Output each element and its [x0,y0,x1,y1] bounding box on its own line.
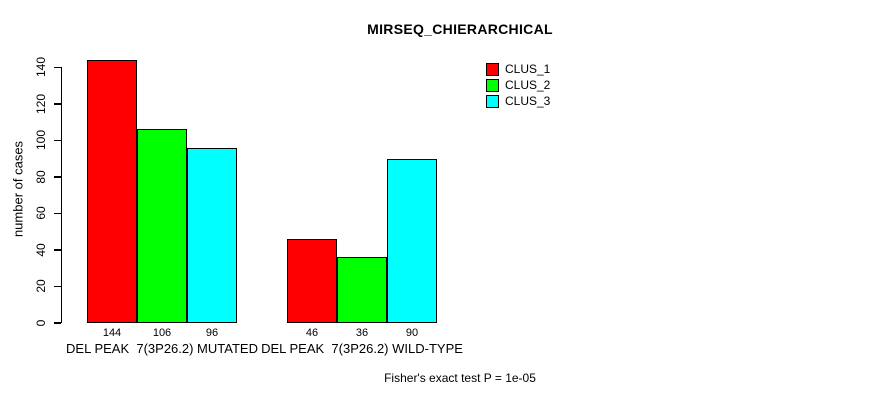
y-axis-tick-label: 40 [34,243,48,257]
y-axis-tick-label: 80 [34,170,48,184]
y-axis-tick-label: 100 [34,130,48,151]
footer-note: Fisher's exact test P = 1e-05 [384,371,536,385]
bar-clus_2 [137,129,187,323]
bar-clus_1 [287,239,337,323]
y-axis-tick-label: 60 [34,206,48,221]
legend-label: CLUS_2 [505,78,551,92]
x-category-label: DEL PEAK 7(3P26.2) MUTATED [66,341,258,356]
legend-item: CLUS_2 [486,77,550,93]
legend: CLUS_1 CLUS_2 CLUS_3 [486,61,550,109]
x-category-label: DEL PEAK 7(3P26.2) WILD-TYPE [261,341,463,356]
y-axis-tick-label: 120 [34,93,48,114]
y-axis-tick [53,139,61,142]
legend-item: CLUS_3 [486,93,550,109]
bar-value-label: 36 [355,327,369,339]
legend-swatch-clus_3 [486,94,499,108]
chart-title: MIRSEQ_CHIERARCHICAL [367,21,553,37]
y-axis-tick [53,103,61,105]
y-axis-tick-label: 20 [34,279,48,294]
bar-clus_3 [387,158,437,323]
bar-value-label: 96 [205,327,219,339]
y-axis-line [60,67,62,323]
y-axis-tick [53,285,61,288]
y-axis-tick-label: 0 [34,319,48,327]
legend-swatch-clus_1 [486,62,499,76]
y-axis-tick [53,176,61,178]
legend-item: CLUS_1 [486,61,550,77]
bar-clus_3 [187,147,237,323]
y-axis-tick [53,249,61,251]
bar-value-label: 46 [305,327,319,339]
y-axis-tick-label: 140 [34,57,48,78]
legend-swatch-clus_2 [486,78,499,92]
legend-label: CLUS_1 [505,62,551,76]
legend-label: CLUS_3 [505,94,551,108]
y-axis-tick [53,322,61,324]
y-axis-title: number of cases [10,140,26,238]
y-axis-tick [53,66,61,69]
bar-clus_1 [87,60,137,323]
bar-clus_2 [337,257,387,323]
bar-value-label: 90 [405,327,419,339]
y-axis-tick [53,212,61,215]
bar-value-label: 144 [102,327,122,339]
bar-value-label: 106 [152,327,172,339]
